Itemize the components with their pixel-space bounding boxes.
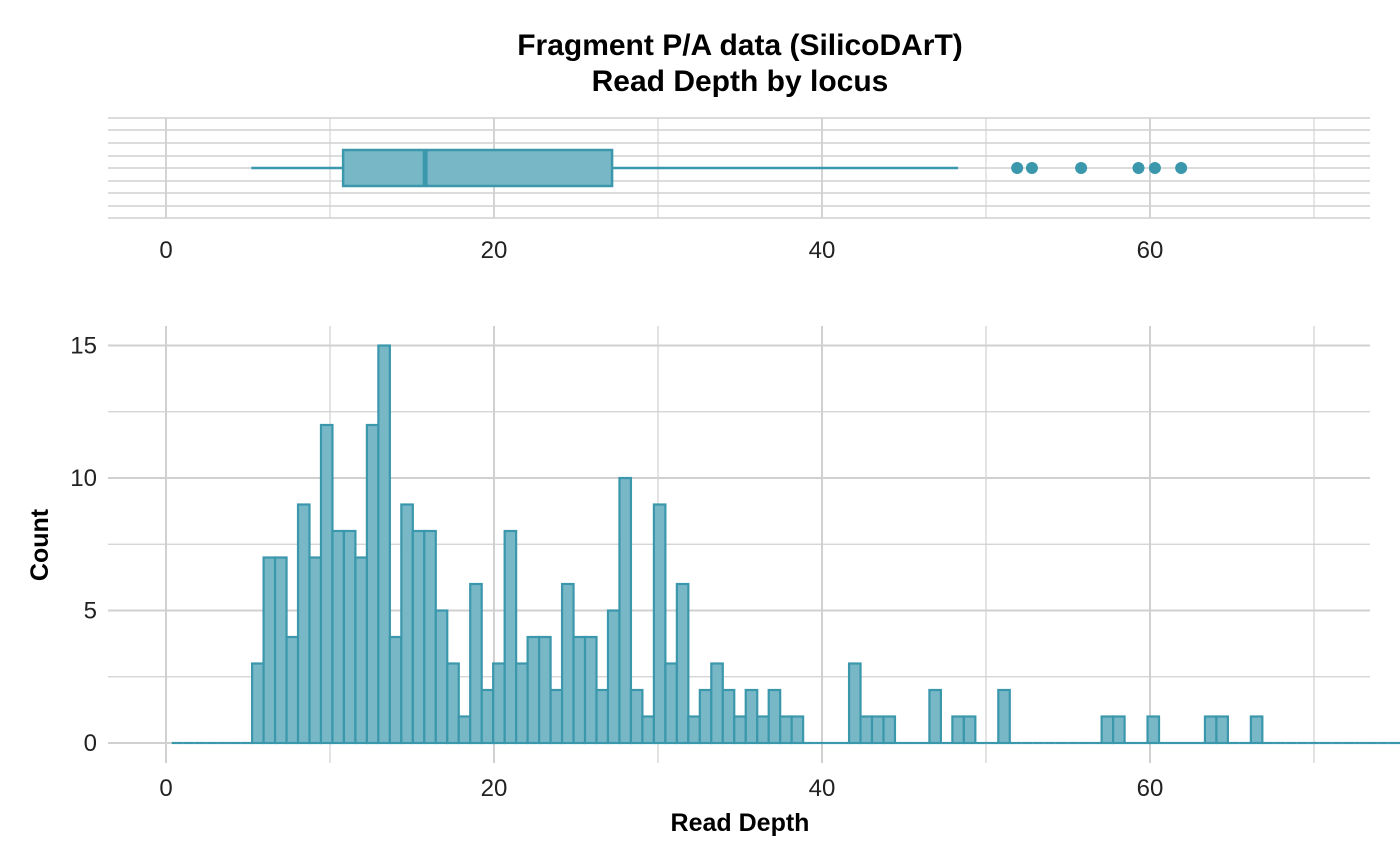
- histogram-bar: [641, 715, 655, 745]
- outlier-point-5: [1175, 162, 1188, 174]
- histogram-bar: [515, 662, 529, 745]
- hist-x-tick-40: 40: [809, 775, 836, 802]
- hist-y-tick-10: 10: [70, 465, 97, 492]
- histogram-bar: [583, 635, 598, 745]
- histogram-bar: [285, 635, 300, 745]
- histogram-bar: [859, 715, 874, 745]
- histogram-bar: [400, 503, 414, 745]
- chart-subtitle: Read Depth by locus: [592, 65, 889, 98]
- histogram-bar: [687, 715, 701, 745]
- histogram-bar: [1249, 715, 1264, 745]
- histogram-bar: [262, 556, 277, 745]
- histogram-bar: [319, 423, 334, 745]
- histogram-bar: [744, 688, 759, 745]
- histogram-bar: [388, 635, 403, 745]
- histogram-bar: [492, 662, 506, 745]
- histogram-bar: [997, 688, 1011, 745]
- histogram-bar: [618, 476, 633, 745]
- histogram-bar: [721, 688, 736, 745]
- histogram-panel: 0 5 10 15 0 20 40 60: [70, 326, 1400, 802]
- iqr-box: [341, 148, 614, 188]
- histogram-bar: [457, 715, 472, 745]
- histogram-bar: [365, 423, 380, 745]
- hist-x-tick-60: 60: [1137, 775, 1164, 802]
- histogram-bar: [480, 688, 495, 745]
- histogram-bar: [767, 688, 782, 745]
- hist-y-tick-0: 0: [84, 730, 97, 757]
- histogram-bar: [698, 688, 713, 745]
- histogram-bar: [595, 688, 610, 745]
- histogram-bar: [377, 344, 391, 745]
- histogram-bar: [652, 503, 667, 745]
- histogram-bar: [273, 556, 288, 745]
- hist-x-tick-0: 0: [159, 775, 172, 802]
- histogram-bar: [847, 662, 862, 745]
- histogram-bar: [469, 582, 483, 745]
- outlier-point-4: [1148, 162, 1161, 174]
- histogram-bar: [503, 529, 518, 745]
- y-axis-label: Count: [26, 508, 54, 581]
- histogram-bar: [1203, 715, 1218, 745]
- histogram-bar: [526, 635, 541, 745]
- box-x-tick-60: 60: [1137, 237, 1164, 264]
- histogram-bar: [664, 662, 678, 745]
- outlier-point-0: [1011, 162, 1024, 174]
- histogram-bar: [434, 609, 449, 745]
- histogram-bar: [423, 529, 437, 745]
- histogram-bar: [354, 556, 369, 745]
- histogram-bar: [790, 715, 805, 745]
- histogram-bar: [537, 635, 552, 745]
- histogram-bar: [733, 715, 747, 745]
- boxplot-panel: 0 20 40 60: [108, 117, 1370, 264]
- histogram-bar: [251, 662, 265, 745]
- histogram-bar: [572, 635, 587, 745]
- hist-y-tick-15: 15: [70, 333, 97, 360]
- histogram-bar: [756, 715, 770, 745]
- histogram-bar: [331, 529, 346, 745]
- histogram-bar: [928, 688, 942, 745]
- histogram-bar: [308, 556, 323, 745]
- hist-y-tick-5: 5: [84, 598, 97, 625]
- histogram-bar: [1111, 715, 1126, 745]
- histogram-bar: [675, 582, 690, 745]
- histogram-bar: [951, 715, 965, 745]
- histogram-bar: [779, 715, 793, 745]
- outlier-point-1: [1025, 162, 1038, 174]
- histogram-bar: [882, 715, 897, 745]
- box-x-tick-20: 20: [481, 237, 508, 264]
- box-x-tick-40: 40: [809, 237, 836, 264]
- histogram-bar: [296, 503, 311, 745]
- histogram-bar: [606, 609, 621, 745]
- outlier-point-3: [1132, 162, 1145, 174]
- histogram-bar: [549, 688, 564, 745]
- x-axis-label: Read Depth: [671, 809, 810, 837]
- histogram-bar: [710, 662, 724, 745]
- histogram-bar: [342, 529, 357, 745]
- histogram-bar: [446, 662, 460, 745]
- hist-x-tick-20: 20: [481, 775, 508, 802]
- box-x-tick-0: 0: [159, 237, 172, 264]
- histogram-bar: [962, 715, 977, 745]
- histogram-bar: [411, 529, 426, 745]
- chart-title: Fragment P/A data (SilicoDArT): [517, 29, 963, 62]
- histogram-bar: [1100, 715, 1115, 745]
- histogram-bar: [870, 715, 885, 745]
- outlier-point-2: [1075, 162, 1088, 174]
- histogram-bar: [1146, 715, 1161, 745]
- histogram-bar: [560, 582, 575, 745]
- histogram-bar: [1215, 715, 1230, 745]
- histogram-bar: [629, 688, 644, 745]
